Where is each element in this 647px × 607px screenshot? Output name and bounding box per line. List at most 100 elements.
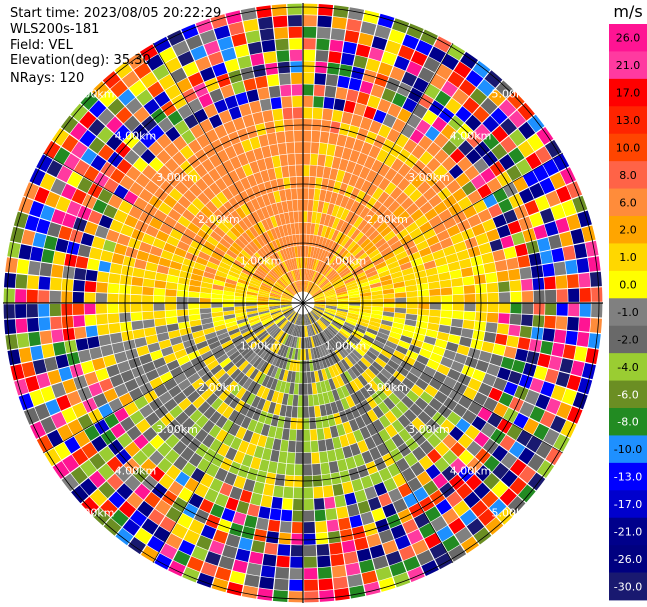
velocity-gate [548,234,562,250]
velocity-gate [36,154,53,172]
velocity-gate [329,168,339,181]
velocity-gate [336,293,348,298]
velocity-gate [553,261,567,276]
velocity-gate [79,130,97,147]
velocity-gate [114,243,128,256]
velocity-gate [371,159,383,173]
velocity-gate [195,56,212,72]
velocity-gate [321,344,329,356]
velocity-gate [497,418,513,434]
velocity-gate [371,361,384,372]
velocity-gate [262,260,272,271]
velocity-gate [283,177,291,189]
velocity-gate [442,140,457,156]
velocity-gate [97,108,115,126]
velocity-gate [213,247,226,257]
velocity-gate [204,266,217,275]
velocity-gate [258,293,270,298]
velocity-gate [168,329,181,339]
velocity-gate [338,267,350,276]
velocity-gate [377,191,390,204]
velocity-gate [107,313,120,324]
velocity-gate [537,353,551,368]
velocity-gate [532,277,545,290]
velocity-gate [312,289,322,297]
velocity-gate [529,212,544,228]
velocity-gate [435,63,453,80]
velocity-gate [354,363,365,374]
velocity-gate [51,329,64,343]
velocity-gate [535,146,552,164]
velocity-gate [269,297,281,301]
velocity-gate [320,462,330,475]
velocity-gate [189,183,203,197]
velocity-gate [200,205,213,219]
velocity-gate [314,273,322,284]
velocity-gate [224,472,237,486]
velocity-gate [427,322,440,332]
velocity-gate [188,291,200,298]
velocity-gate [188,303,200,309]
velocity-gate [260,170,270,183]
velocity-gate [230,226,241,238]
velocity-gate [159,47,177,64]
velocity-gate [422,228,436,240]
velocity-gate [366,396,378,409]
velocity-gate [140,149,156,164]
velocity-gate [108,491,126,509]
velocity-gate [69,229,84,244]
velocity-gate [354,537,369,551]
velocity-gate [164,142,179,158]
velocity-gate [333,282,345,289]
velocity-gate [331,156,342,170]
velocity-gate [241,526,255,540]
velocity-gate [438,209,452,222]
velocity-gate [280,276,289,286]
velocity-gate [199,29,217,45]
velocity-gate [285,288,295,296]
velocity-gate [176,77,193,94]
velocity-gate [226,214,238,226]
velocity-gate [132,450,148,466]
velocity-gate [140,545,159,563]
velocity-gate [174,120,190,135]
velocity-gate [402,518,418,534]
velocity-gate [282,292,293,299]
velocity-gate [500,356,515,370]
velocity-gate [551,247,565,263]
velocity-gate [371,392,383,405]
velocity-gate [183,228,197,240]
velocity-gate [283,486,294,499]
velocity-gate [73,159,90,177]
velocity-gate [310,311,319,320]
velocity-gate [269,508,282,521]
velocity-gate [149,245,163,257]
velocity-gate [188,314,201,321]
elevation-label: Elevation(deg): 35.30 [10,53,151,68]
velocity-gate [467,378,482,392]
velocity-gate [171,94,187,110]
velocity-gate [187,169,201,183]
velocity-gate [63,153,80,171]
velocity-gate [289,49,302,61]
velocity-gate [325,307,337,312]
velocity-gate [249,240,260,252]
velocity-gate [440,172,455,187]
velocity-gate [246,467,259,481]
velocity-gate [325,305,337,309]
velocity-gate [64,436,81,454]
velocity-gate [94,419,110,435]
velocity-gate [522,170,539,187]
velocity-gate [425,418,440,433]
velocity-gate [308,348,312,360]
velocity-gate [211,453,225,467]
velocity-gate [349,443,361,456]
velocity-gate [309,312,317,322]
velocity-gate [281,305,292,309]
ppi-plot: 1.00km1.00km1.00km1.00km2.00km2.00km2.00… [3,3,603,603]
velocity-gate [172,40,190,57]
velocity-gate [246,308,258,312]
velocity-gate [183,366,197,379]
velocity-gate [160,180,174,195]
velocity-gate [496,80,514,99]
